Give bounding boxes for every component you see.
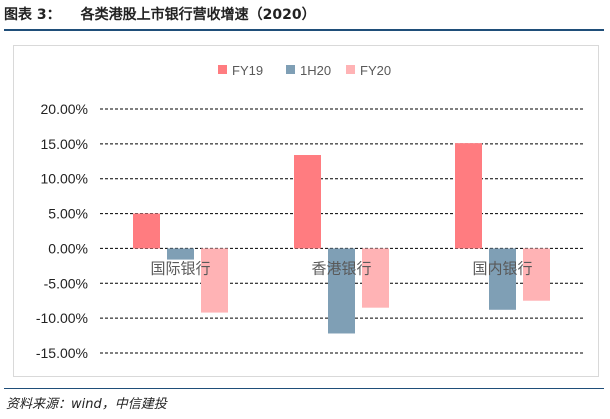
category-label: 国内银行 xyxy=(472,260,532,277)
bar-1h20-1 xyxy=(328,248,355,334)
y-tick-label: 15.00% xyxy=(41,136,88,152)
bar-1h20-0 xyxy=(167,248,194,260)
y-tick-label: -10.00% xyxy=(36,310,88,326)
legend-label: 1H20 xyxy=(300,63,331,78)
y-tick-label: 0.00% xyxy=(48,240,88,256)
legend-swatch xyxy=(346,65,355,74)
source-rule xyxy=(4,388,604,389)
bar-fy19-2 xyxy=(455,143,482,249)
legend-swatch xyxy=(218,65,227,74)
category-label: 香港银行 xyxy=(311,260,371,277)
category-label: 国际银行 xyxy=(150,260,210,277)
y-tick-label: 20.00% xyxy=(41,101,88,117)
y-tick-label: -5.00% xyxy=(44,275,88,291)
figure-label: 图表 3： xyxy=(4,7,61,23)
source-note: 资料来源：wind，中信建投 xyxy=(6,397,167,412)
bar-fy20-1 xyxy=(362,248,389,308)
bar-fy19-1 xyxy=(294,155,321,249)
figure-title-row: 图表 3： 各类港股上市银行营收增速（2020） xyxy=(4,4,316,24)
legend-label: FY19 xyxy=(232,63,263,78)
y-tick-label: -15.00% xyxy=(36,345,88,361)
legend-label: FY20 xyxy=(360,63,391,78)
title-rule xyxy=(4,29,604,31)
bar-fy20-2 xyxy=(523,248,550,301)
bar-fy19-0 xyxy=(133,213,160,249)
bar-fy20-0 xyxy=(201,248,228,313)
bar-1h20-2 xyxy=(489,248,516,310)
y-tick-label: 5.00% xyxy=(48,206,88,222)
y-tick-label: 10.00% xyxy=(41,171,88,187)
figure-title: 各类港股上市银行营收增速（2020） xyxy=(80,7,316,23)
legend-swatch xyxy=(286,65,295,74)
